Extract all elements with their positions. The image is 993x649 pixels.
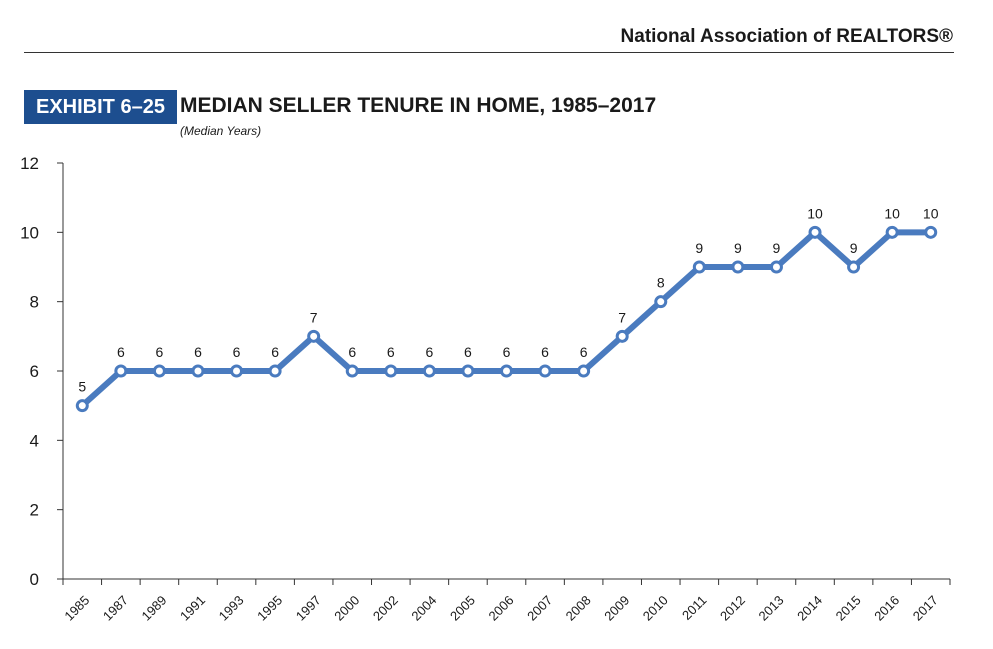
x-tick-label: 2009 xyxy=(601,593,632,624)
data-label: 6 xyxy=(387,344,395,360)
y-tick-label: 6 xyxy=(30,362,39,381)
data-point xyxy=(114,364,128,378)
data-label: 6 xyxy=(503,344,511,360)
data-labels: 5 6 6 6 6 6 7 6 6 6 6 6 6 6 7 8 9 9 9 10 9 10 10 xyxy=(78,205,938,394)
data-point xyxy=(345,364,359,378)
header-rule xyxy=(24,52,954,53)
data-label: 10 xyxy=(807,205,823,221)
x-tick-label: 2005 xyxy=(447,593,478,624)
data-point xyxy=(577,364,591,378)
data-label: 6 xyxy=(271,344,279,360)
data-point xyxy=(422,364,436,378)
x-tick-label: 1997 xyxy=(293,593,324,624)
data-label: 6 xyxy=(233,344,241,360)
x-tick-label: 2008 xyxy=(563,593,594,624)
chart-subtitle: (Median Years) xyxy=(180,124,262,138)
data-label: 6 xyxy=(580,344,588,360)
y-tick-label: 10 xyxy=(20,223,39,242)
x-tick-label: 1989 xyxy=(138,593,169,624)
data-label: 10 xyxy=(923,205,939,221)
data-label: 6 xyxy=(156,344,164,360)
x-tick-label: 2004 xyxy=(408,593,439,624)
data-label: 6 xyxy=(541,344,549,360)
y-tick-label: 2 xyxy=(30,501,39,520)
series-group xyxy=(75,225,938,413)
data-point xyxy=(191,364,205,378)
data-label: 7 xyxy=(310,309,318,325)
data-point xyxy=(808,225,822,239)
data-point xyxy=(230,364,244,378)
data-point xyxy=(75,399,89,413)
x-tick-label: 2012 xyxy=(717,593,748,624)
data-label: 6 xyxy=(194,344,202,360)
x-axis-ticks: 1985 1987 1989 1991 1993 1995 1997 2000 2002 2004… xyxy=(61,579,951,624)
data-point xyxy=(692,260,706,274)
y-tick-label: 12 xyxy=(20,154,39,173)
x-tick-label: 1987 xyxy=(100,593,131,624)
x-tick-label: 2007 xyxy=(524,593,555,624)
x-tick-label: 1995 xyxy=(254,593,285,624)
data-point xyxy=(500,364,513,378)
data-label: 9 xyxy=(695,240,703,256)
data-point xyxy=(461,364,475,378)
data-label: 6 xyxy=(464,344,472,360)
x-tick-label: 2010 xyxy=(640,593,671,624)
chart-title: MEDIAN SELLER TENURE IN HOME, 1985–2017 xyxy=(180,94,657,117)
x-tick-label: 2014 xyxy=(794,593,825,624)
y-tick-label: 8 xyxy=(30,293,39,312)
data-point xyxy=(924,225,938,239)
data-point xyxy=(885,225,899,239)
x-tick-label: 2000 xyxy=(331,593,362,624)
y-axis-ticks: 0 2 4 6 8 10 12 xyxy=(20,154,63,589)
data-point xyxy=(152,364,166,378)
data-label: 9 xyxy=(773,240,781,256)
series-line xyxy=(79,229,934,409)
data-label: 9 xyxy=(734,240,742,256)
data-point xyxy=(615,329,629,343)
data-point xyxy=(538,364,552,378)
data-label: 6 xyxy=(425,344,433,360)
data-point xyxy=(769,260,783,274)
data-point xyxy=(384,364,398,378)
y-tick-label: 0 xyxy=(30,570,39,589)
data-point xyxy=(847,260,861,274)
data-point xyxy=(268,364,282,378)
data-point xyxy=(654,295,668,309)
x-tick-label: 2016 xyxy=(871,593,902,624)
y-tick-label: 4 xyxy=(30,431,39,450)
x-tick-label: 2013 xyxy=(756,593,787,624)
data-label: 8 xyxy=(657,275,665,291)
x-tick-label: 2017 xyxy=(910,593,941,624)
exhibit-badge: EXHIBIT 6–25 xyxy=(24,90,177,124)
x-tick-label: 1993 xyxy=(216,593,247,624)
data-point xyxy=(731,260,745,274)
data-label: 9 xyxy=(850,240,858,256)
x-tick-label: 1991 xyxy=(177,593,208,624)
data-label: 7 xyxy=(618,309,626,325)
publisher-name: National Association of REALTORS® xyxy=(620,26,953,47)
data-label: 6 xyxy=(117,344,125,360)
data-point xyxy=(307,329,321,343)
data-label: 5 xyxy=(78,379,86,395)
x-tick-label: 2002 xyxy=(370,593,401,624)
x-tick-label: 1985 xyxy=(61,593,92,624)
x-tick-label: 2011 xyxy=(679,593,709,623)
x-tick-label: 2006 xyxy=(486,593,517,624)
x-tick-label: 2015 xyxy=(833,593,864,624)
data-label: 6 xyxy=(348,344,356,360)
data-label: 10 xyxy=(884,205,900,221)
